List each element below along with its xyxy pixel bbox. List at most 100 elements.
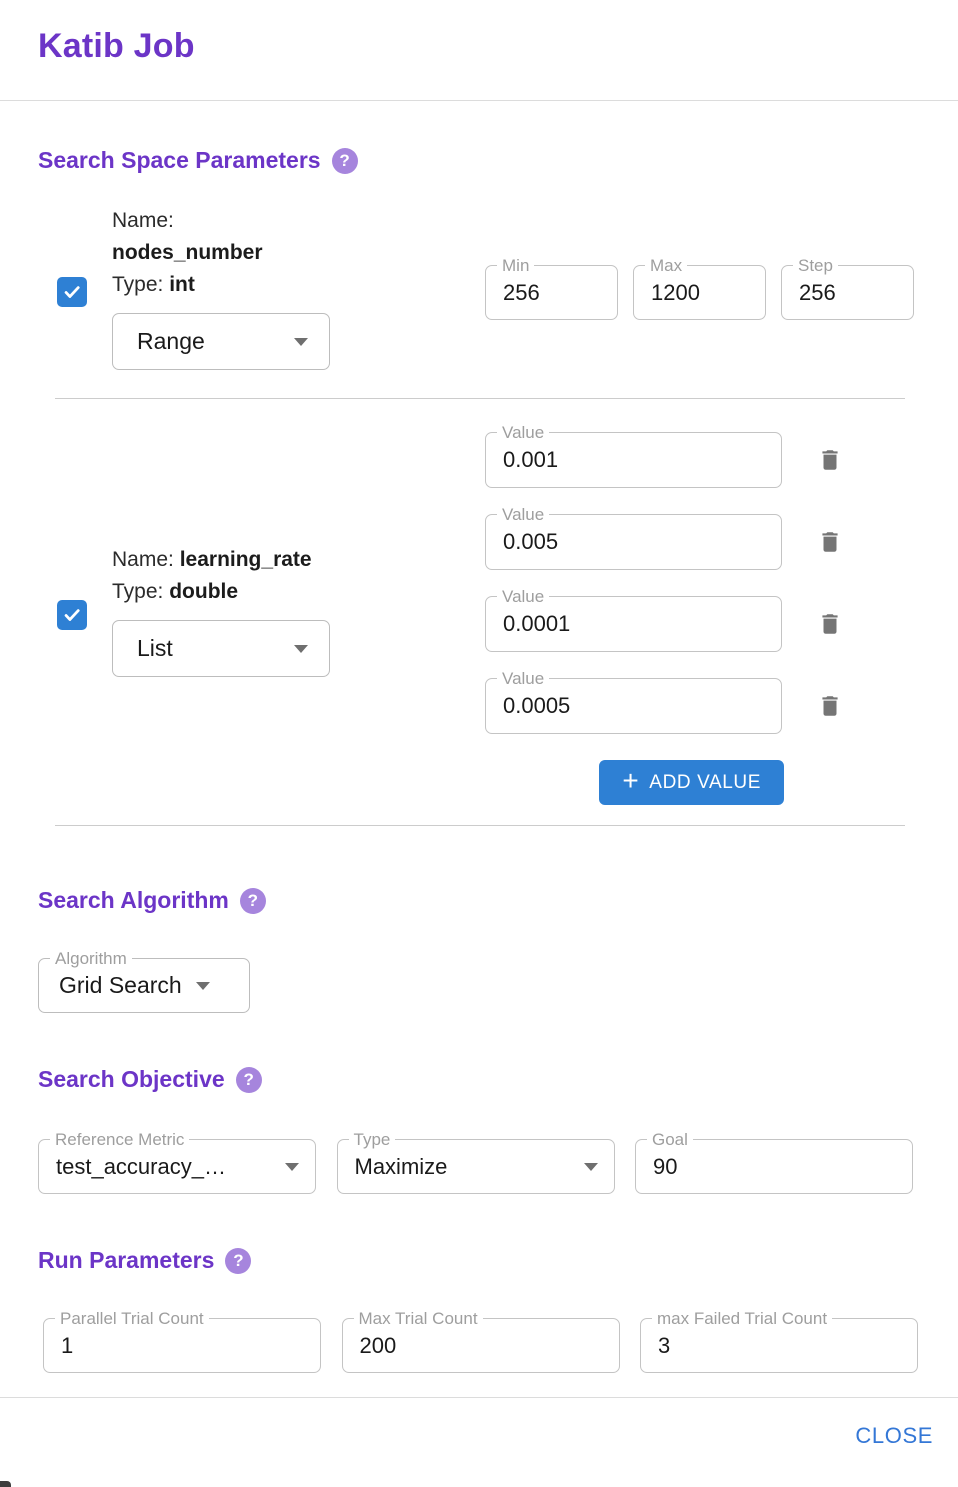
section-search-objective: Search Objective ? [38,1066,920,1093]
help-icon[interactable]: ? [225,1247,252,1274]
chevron-down-icon [294,644,308,653]
field-label: Max [645,256,688,275]
help-icon[interactable]: ? [331,147,358,174]
dialog-footer: CLOSE [0,1398,958,1449]
field-value: 256 [799,279,836,305]
checkmark-icon [64,286,80,298]
field-value: 0.005 [503,529,559,554]
field-label: Value [497,505,550,524]
param-type-value: double [169,580,239,603]
section-search-algorithm: Search Algorithm ? [38,887,920,914]
max-trial-count-field[interactable]: Max Trial Count 200 [341,1309,620,1373]
field-label: Algorithm [50,949,132,968]
field-value: 90 [653,1153,678,1179]
param-type-label: Type: [112,273,164,296]
field-value: 1 [61,1332,74,1358]
section-title-text: Run Parameters [38,1247,215,1273]
value-field[interactable]: Value 0.0001 [485,587,782,652]
section-title-text: Search Objective [38,1066,225,1092]
parallel-trial-count-field[interactable]: Parallel Trial Count 1 [43,1309,321,1373]
field-value: test_accuracy_… [56,1153,226,1179]
param-name-label: Name: [112,548,174,571]
chevron-down-icon [195,981,210,990]
footer-divider [0,1397,958,1398]
param-name-value: nodes_number [112,241,263,264]
value-row: Value 0.005 [485,505,845,570]
field-label: Value [497,423,550,442]
field-value: 256 [503,279,540,305]
delete-value-button[interactable] [816,692,844,720]
algorithm-select[interactable]: Algorithm Grid Search [38,949,250,1013]
field-label: Min [497,256,535,275]
field-value: 200 [359,1332,397,1358]
param-kind-select[interactable]: List [112,620,330,677]
checkmark-icon [64,609,80,621]
delete-value-button[interactable] [816,610,844,638]
field-value: 0.0001 [503,611,571,636]
section-run-parameters: Run Parameters ? [38,1247,920,1274]
section-search-space-parameters: Search Space Parameters ? [38,147,920,174]
parameter-info: Name: nodes_number Type: int Range [38,205,485,370]
field-label: Reference Metric [50,1130,190,1149]
min-field[interactable]: Min 256 [485,256,618,320]
list-values: Value 0.001 Value 0.005 [485,423,845,805]
help-icon[interactable]: ? [239,887,266,914]
field-label: max Failed Trial Count [652,1309,833,1328]
reference-metric-select[interactable]: Reference Metric test_accuracy_… [38,1130,316,1194]
goal-field[interactable]: Goal 90 [635,1130,913,1194]
parameter-row-nodes-number: Name: nodes_number Type: int Range Min 2… [38,205,920,370]
value-field[interactable]: Value 0.005 [485,505,782,570]
add-value-button[interactable]: + ADD VALUE [599,760,784,805]
field-label: Step [793,256,838,275]
trash-icon [822,450,838,470]
page-edge-artifact [0,1481,11,1487]
delete-value-button[interactable] [816,528,844,556]
value-field[interactable]: Value 0.001 [485,423,782,488]
trash-icon [822,532,838,552]
section-title-text: Search Space Parameters [38,147,321,173]
chevron-down-icon [294,337,308,346]
run-parameter-fields: Parallel Trial Count 1 Max Trial Count 2… [43,1309,918,1373]
param-kind-select[interactable]: Range [112,313,330,370]
objective-fields: Reference Metric test_accuracy_… Type Ma… [38,1130,913,1194]
max-failed-trial-count-field[interactable]: max Failed Trial Count 3 [640,1309,918,1373]
page-title: Katib Job [38,27,195,65]
value-row: Value 0.0005 [485,669,845,734]
parameter-row-learning-rate: Name: learning_rate Type: double List Va… [38,423,920,805]
param-type-label: Type: [112,580,164,603]
parameter-checkbox[interactable] [57,600,87,630]
param-name-value: learning_rate [179,548,312,571]
section-title-text: Search Algorithm [38,887,229,913]
objective-type-select[interactable]: Type Maximize [336,1130,615,1194]
parameter-checkbox[interactable] [57,277,87,307]
trash-icon [822,696,838,716]
field-value: 0.0005 [503,693,571,718]
field-value: Grid Search [59,972,182,998]
header-divider [0,100,958,101]
param-name-line: Name: learning_rate [112,544,485,576]
field-label: Goal [647,1130,693,1149]
param-kind-value: List [137,635,173,661]
field-label: Value [497,587,550,606]
close-button[interactable]: CLOSE [855,1423,933,1448]
add-value-label: ADD VALUE [649,771,761,793]
value-field[interactable]: Value 0.0005 [485,669,782,734]
step-field[interactable]: Step 256 [781,256,914,320]
field-value: 0.001 [503,447,559,472]
help-icon[interactable]: ? [235,1066,262,1093]
field-label: Parallel Trial Count [55,1309,209,1328]
value-row: Value 0.0001 [485,587,845,652]
max-field[interactable]: Max 1200 [633,256,766,320]
plus-icon: + [622,765,640,796]
param-name-label: Name: [112,209,174,232]
param-type-line: Type: double [112,576,485,608]
field-value: 1200 [651,279,700,305]
chevron-down-icon [285,1162,299,1171]
param-type-line: Type: int [112,269,485,301]
field-value: Maximize [354,1153,448,1179]
field-label: Value [497,669,550,688]
delete-value-button[interactable] [816,446,844,474]
parameter-divider [55,398,905,399]
field-value: 3 [658,1332,671,1358]
chevron-down-icon [583,1162,598,1171]
